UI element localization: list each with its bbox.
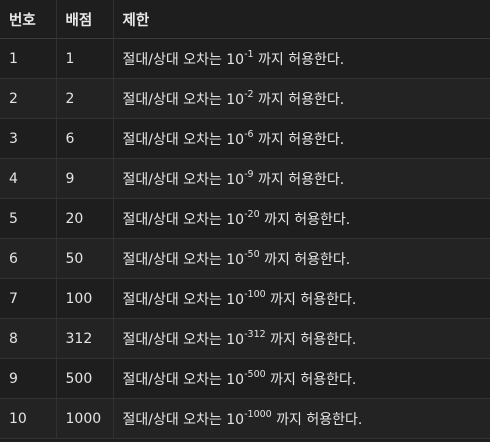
table-body: 1 1 절대/상대 오차는 10-1 까지 허용한다. 2 2 절대/상대 오차는 10-… [0, 38, 490, 439]
limit-exponent: -2 [244, 88, 254, 100]
row-limit: 절대/상대 오차는 10-1 까지 허용한다. [113, 38, 490, 79]
limit-suffix: 까지 허용한다. [259, 251, 351, 268]
row-score: 50 [56, 238, 114, 279]
row-limit: 절대/상대 오차는 10-50 까지 허용한다. [113, 238, 490, 279]
limit-exponent: -1000 [244, 408, 272, 420]
limit-exponent: -100 [244, 288, 266, 300]
row-number: 9 [0, 358, 57, 399]
limit-prefix: 절대/상대 오차는 10 [122, 171, 245, 188]
header-row: 번호 배점 제한 [0, 0, 490, 39]
row-score: 1 [56, 38, 114, 79]
row-score: 2 [56, 78, 114, 119]
limit-suffix: 까지 허용한다. [265, 331, 357, 348]
limit-prefix: 절대/상대 오차는 10 [122, 371, 245, 388]
table-row: 3 6 절대/상대 오차는 10-6 까지 허용한다. [0, 118, 490, 159]
limit-suffix: 까지 허용한다. [253, 131, 345, 148]
limit-prefix: 절대/상대 오차는 10 [122, 331, 245, 348]
row-number: 4 [0, 158, 57, 199]
limit-prefix: 절대/상대 오차는 10 [122, 211, 245, 228]
limit-prefix: 절대/상대 오차는 10 [122, 291, 245, 308]
table-row: 8 312 절대/상대 오차는 10-312 까지 허용한다. [0, 318, 490, 359]
row-limit: 절대/상대 오차는 10-500 까지 허용한다. [113, 358, 490, 399]
limit-suffix: 까지 허용한다. [271, 411, 363, 428]
row-score: 6 [56, 118, 114, 159]
row-number: 10 [0, 398, 57, 439]
header-score: 배점 [56, 0, 114, 39]
row-score: 500 [56, 358, 114, 399]
limit-prefix: 절대/상대 오차는 10 [122, 131, 245, 148]
limit-exponent: -500 [244, 368, 266, 380]
limit-exponent: -1 [244, 48, 254, 60]
header-number: 번호 [0, 0, 57, 39]
row-score: 312 [56, 318, 114, 359]
row-limit: 절대/상대 오차는 10-1000 까지 허용한다. [113, 398, 490, 439]
limit-suffix: 까지 허용한다. [253, 171, 345, 188]
table-row: 1 1 절대/상대 오차는 10-1 까지 허용한다. [0, 38, 490, 79]
table-header: 번호 배점 제한 [0, 0, 490, 39]
row-number: 3 [0, 118, 57, 159]
row-number: 6 [0, 238, 57, 279]
limit-prefix: 절대/상대 오차는 10 [122, 411, 245, 428]
table-row: 9 500 절대/상대 오차는 10-500 까지 허용한다. [0, 358, 490, 399]
row-score: 1000 [56, 398, 114, 439]
row-limit: 절대/상대 오차는 10-312 까지 허용한다. [113, 318, 490, 359]
limit-suffix: 까지 허용한다. [253, 51, 345, 68]
row-number: 1 [0, 38, 57, 79]
table-row: 2 2 절대/상대 오차는 10-2 까지 허용한다. [0, 78, 490, 119]
row-limit: 절대/상대 오차는 10-6 까지 허용한다. [113, 118, 490, 159]
limit-prefix: 절대/상대 오차는 10 [122, 251, 245, 268]
limit-exponent: -312 [244, 328, 266, 340]
row-limit: 절대/상대 오차는 10-20 까지 허용한다. [113, 198, 490, 239]
row-limit: 절대/상대 오차는 10-2 까지 허용한다. [113, 78, 490, 119]
limit-suffix: 까지 허용한다. [265, 291, 357, 308]
row-number: 2 [0, 78, 57, 119]
limit-suffix: 까지 허용한다. [265, 371, 357, 388]
row-score: 20 [56, 198, 114, 239]
row-number: 7 [0, 278, 57, 319]
table-row: 6 50 절대/상대 오차는 10-50 까지 허용한다. [0, 238, 490, 279]
limit-exponent: -6 [244, 128, 254, 140]
limit-prefix: 절대/상대 오차는 10 [122, 91, 245, 108]
row-limit: 절대/상대 오차는 10-9 까지 허용한다. [113, 158, 490, 199]
row-score: 100 [56, 278, 114, 319]
table-row: 10 1000 절대/상대 오차는 10-1000 까지 허용한다. [0, 398, 490, 439]
limit-prefix: 절대/상대 오차는 10 [122, 51, 245, 68]
table-row: 4 9 절대/상대 오차는 10-9 까지 허용한다. [0, 158, 490, 199]
limit-exponent: -9 [244, 168, 254, 180]
limit-exponent: -50 [244, 248, 260, 260]
limit-suffix: 까지 허용한다. [253, 91, 345, 108]
row-number: 8 [0, 318, 57, 359]
header-limit: 제한 [113, 0, 490, 39]
row-score: 9 [56, 158, 114, 199]
table-row: 7 100 절대/상대 오차는 10-100 까지 허용한다. [0, 278, 490, 319]
row-number: 5 [0, 198, 57, 239]
row-limit: 절대/상대 오차는 10-100 까지 허용한다. [113, 278, 490, 319]
table-row: 5 20 절대/상대 오차는 10-20 까지 허용한다. [0, 198, 490, 239]
limit-suffix: 까지 허용한다. [259, 211, 351, 228]
limit-exponent: -20 [244, 208, 260, 220]
